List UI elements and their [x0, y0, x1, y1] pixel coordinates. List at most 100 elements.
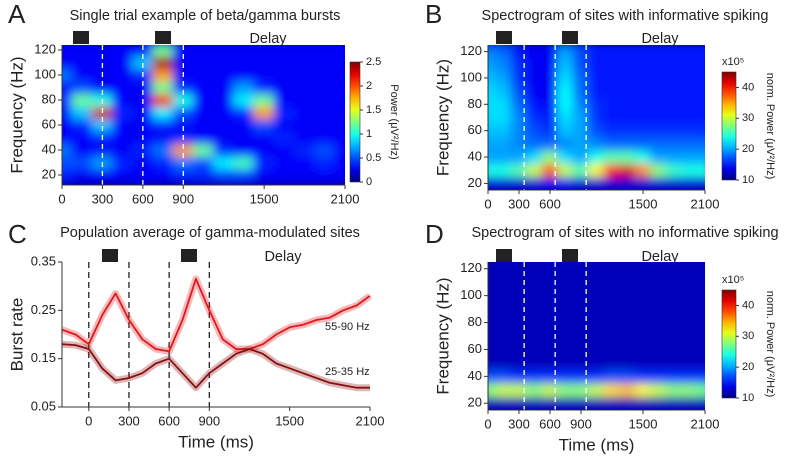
heatmap-cell: [334, 130, 345, 145]
heatmap-cell: [152, 55, 174, 70]
heatmap-cell: [488, 396, 497, 410]
heatmap-cell: [665, 274, 683, 290]
heatmap-cell: [588, 382, 605, 398]
heatmap-cell: [334, 55, 345, 70]
colorbar-label: norm. Power (μV²/Hz): [764, 73, 776, 180]
sample-marker: [496, 31, 512, 44]
heatmap-cell: [572, 315, 590, 330]
heatmap-cell: [112, 55, 134, 70]
heatmap-cell: [510, 84, 528, 99]
heatmap-cell: [293, 155, 316, 170]
heatmap-cell: [526, 355, 543, 371]
heatmap-cell: [619, 136, 636, 151]
heatmap-cell: [495, 396, 512, 410]
y-tick-label: 120: [460, 43, 482, 58]
heatmap-cell: [526, 262, 543, 276]
heatmap-cell: [510, 288, 528, 303]
heatmap-cell: [526, 123, 543, 138]
heatmap-cell: [314, 55, 336, 70]
heatmap-cell: [603, 123, 621, 138]
heatmap-cell: [572, 136, 590, 151]
heatmap-cell: [541, 288, 559, 303]
heatmap-cell: [557, 355, 574, 371]
heatmap-cell: [488, 262, 497, 276]
heatmap-cell: [510, 274, 528, 290]
heatmap-cell: [526, 288, 543, 303]
y-tick-label: 20: [468, 395, 482, 410]
heatmap-cell: [634, 342, 652, 357]
heatmap-cell: [233, 118, 255, 132]
heatmap-cell: [557, 84, 574, 99]
heatmap-cell: [572, 355, 590, 371]
sample-marker: [102, 249, 118, 262]
heatmap-cell: [510, 328, 528, 344]
heatmap-cell: [681, 136, 698, 151]
heatmap-cell: [681, 315, 698, 330]
colorbar-tick-label: 0.5: [366, 152, 381, 164]
heatmap-cell: [572, 149, 590, 165]
heatmap-cell: [572, 97, 590, 112]
heatmap-cell: [112, 130, 134, 145]
heatmap-cell: [172, 118, 194, 132]
heatmap-cell: [634, 57, 652, 72]
heatmap-cell: [603, 97, 621, 112]
x-tick-label: 0: [58, 191, 65, 206]
heatmap-cell: [619, 57, 636, 72]
heatmap-cell: [696, 70, 705, 86]
heatmap-cell: [132, 80, 154, 95]
heatmap-cell: [495, 176, 512, 190]
heatmap-cell: [213, 93, 235, 107]
heatmap-cell: [192, 93, 215, 107]
heatmap-cell: [273, 55, 295, 70]
heatmap-cell: [634, 163, 652, 178]
heatmap-cell: [681, 301, 698, 317]
y-tick-label: 120: [34, 41, 56, 56]
heatmap-cell: [233, 80, 255, 95]
colorbar: [349, 61, 361, 183]
heatmap-cell: [588, 274, 605, 290]
heatmap-cell: [665, 84, 683, 99]
x-tick-label: 300: [508, 196, 530, 211]
epoch-label: Delay: [249, 31, 287, 47]
series-line: [61, 278, 371, 353]
heatmap-cell: [619, 97, 636, 112]
heatmap-cell: [334, 168, 345, 182]
colorbar-tick-label: 0: [366, 176, 372, 188]
heatmap-cell: [233, 155, 255, 170]
heatmap-cell: [293, 130, 316, 145]
heatmap-cell: [588, 342, 605, 357]
heatmap-cell: [314, 130, 336, 145]
heatmap-cell: [665, 110, 683, 125]
heatmap-cell: [253, 155, 275, 170]
heatmap-cell: [62, 118, 73, 132]
heatmap-cell: [495, 274, 512, 290]
heatmap-cell: [665, 97, 683, 112]
heatmap-cell: [314, 45, 336, 57]
heatmap-cell: [152, 118, 174, 132]
heatmap-cell: [619, 355, 636, 371]
y-tick-label: 0.35: [31, 253, 56, 268]
heatmap-cell: [572, 369, 590, 384]
heatmap-cell: [510, 149, 528, 165]
heatmap-cell: [488, 369, 497, 384]
heatmap-cell: [603, 149, 621, 165]
x-tick-label: 300: [118, 413, 140, 428]
y-tick-label: 40: [468, 368, 482, 383]
series-label: 25-35 Hz: [325, 366, 370, 378]
heatmap-cell: [213, 130, 235, 145]
heatmap-cell: [665, 136, 683, 151]
heatmap-cell: [634, 97, 652, 112]
heatmap-cell: [696, 328, 705, 344]
heatmap-cell: [696, 110, 705, 125]
x-axis-label: Time (ms): [178, 432, 254, 451]
heatmap-cell: [152, 68, 174, 82]
heatmap-cell: [541, 301, 559, 317]
heatmap-cell: [293, 68, 316, 82]
heatmap-cell: [603, 110, 621, 125]
heatmap-cell: [541, 163, 559, 178]
heatmap-cell: [665, 123, 683, 138]
heatmap-cell: [213, 68, 235, 82]
heatmap-cell: [526, 84, 543, 99]
x-tick-label: 0: [484, 196, 491, 211]
